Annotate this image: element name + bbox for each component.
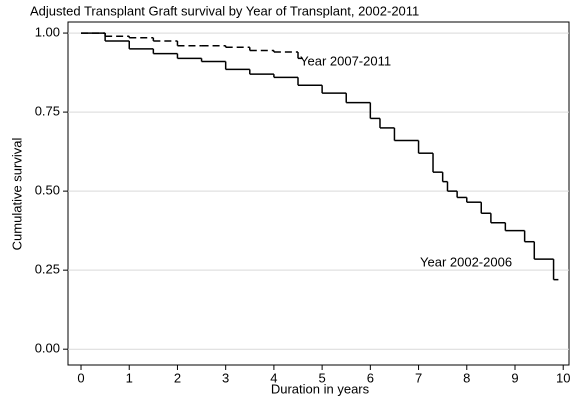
x-tick-label: 2 xyxy=(174,370,181,385)
x-tick-label: 0 xyxy=(77,370,84,385)
x-tick-label: 3 xyxy=(222,370,229,385)
y-axis-label: Cumulative survival xyxy=(9,138,24,251)
x-tick-label: 5 xyxy=(318,370,325,385)
chart-title: Adjusted Transplant Graft survival by Ye… xyxy=(30,3,419,18)
plot-frame xyxy=(67,21,570,366)
y-tick-label: 0.00 xyxy=(35,341,60,356)
y-tick-label: 0.25 xyxy=(35,262,60,277)
x-tick-label: 1 xyxy=(126,370,133,385)
x-tick-label: 9 xyxy=(511,370,518,385)
y-tick-label: 1.00 xyxy=(35,25,60,40)
x-tick-label: 6 xyxy=(367,370,374,385)
x-tick-label: 4 xyxy=(270,370,277,385)
x-tick-label: 10 xyxy=(556,370,570,385)
x-tick-label: 7 xyxy=(415,370,422,385)
y-tick-label: 0.75 xyxy=(35,104,60,119)
x-tick-label: 8 xyxy=(463,370,470,385)
series-annotation: Year 2007-2011 xyxy=(300,53,391,68)
series-annotation: Year 2002-2006 xyxy=(420,254,512,269)
x-axis-label: Duration in years xyxy=(271,381,370,396)
y-tick-label: 0.50 xyxy=(35,183,60,198)
